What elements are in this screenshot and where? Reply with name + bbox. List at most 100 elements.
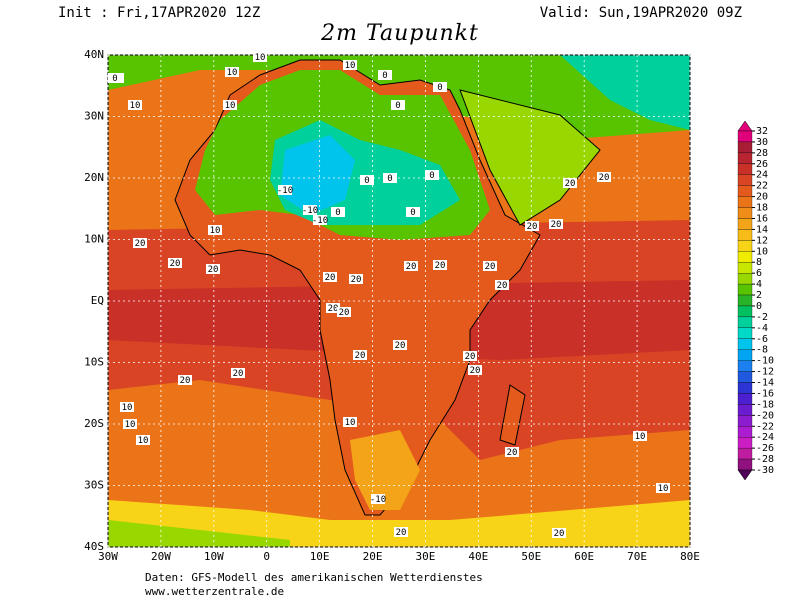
- contour-label: 10: [122, 403, 133, 413]
- contour-label: 20: [180, 376, 191, 386]
- colorbar-label: 2: [756, 290, 762, 301]
- contour-label: 10: [227, 68, 238, 78]
- contour-label-bg: [120, 402, 134, 412]
- footer-url: www.wetterzentrale.de: [145, 585, 284, 598]
- colorbar-segment: [737, 174, 753, 186]
- lon-label: 50E: [521, 550, 541, 563]
- contour-label-bg: [136, 435, 150, 445]
- contour-label-bg: [468, 365, 482, 375]
- colorbar-segment: [737, 426, 753, 438]
- contour-label-bg: [123, 419, 137, 429]
- lon-label: 40E: [468, 550, 488, 563]
- contour-label: 20: [435, 261, 446, 271]
- contour-label: 10: [345, 418, 356, 428]
- contour-label: 0: [364, 176, 369, 186]
- contour-label: 20: [208, 265, 219, 275]
- contour-label-bg: [225, 67, 239, 77]
- contour-label: 10: [130, 101, 141, 111]
- arabia: [459, 89, 601, 226]
- init-time: Init : Fri,17APR2020 12Z: [58, 5, 260, 21]
- contour-label: 0: [410, 208, 415, 218]
- contour-label-bg: [313, 215, 327, 225]
- footer-source: Daten: GFS-Modell des amerikanischen Wet…: [145, 571, 483, 584]
- colorbar-label: 30: [756, 137, 768, 148]
- colorbar-segment: [737, 404, 753, 416]
- lon-label: 10W: [204, 550, 224, 563]
- contour-label: 20: [135, 239, 146, 249]
- colorbar-segment: [737, 393, 753, 405]
- asia-dry: [560, 55, 690, 130]
- contour-label: 20: [507, 448, 518, 458]
- contour-label-bg: [495, 280, 509, 290]
- contour-label-bg: [505, 447, 519, 457]
- contour-label: 10: [210, 226, 221, 236]
- valid-time: Valid: Sun,19APR2020 09Z: [540, 5, 742, 21]
- contour-label-bg: [128, 100, 142, 110]
- contour-label-bg: [483, 261, 497, 271]
- contour-label-bg: [231, 368, 245, 378]
- lon-label: 20W: [151, 550, 171, 563]
- lat-label: 40S: [84, 540, 104, 553]
- colorbar-segment: [737, 415, 753, 427]
- colorbar-label: -2: [756, 312, 768, 323]
- colorbar-segment: [737, 130, 753, 143]
- contour-label: 20: [554, 529, 565, 539]
- colorbar-label: -16: [756, 388, 774, 399]
- lon-label: 60E: [574, 550, 594, 563]
- southern-green: [108, 520, 290, 547]
- contour-label-bg: [108, 73, 122, 83]
- colorbar-bottom-arrow: [737, 469, 753, 481]
- contour-label: 20: [351, 275, 362, 285]
- contour-label-bg: [178, 375, 192, 385]
- colorbar-segment: [737, 163, 753, 175]
- colorbar-label: -12: [756, 367, 774, 378]
- lon-label: 30E: [416, 550, 436, 563]
- lat-label: 10N: [84, 233, 104, 246]
- contour-label: 20: [328, 304, 339, 314]
- colorbar-segment: [737, 458, 753, 471]
- colorbar-label: -4: [756, 323, 768, 334]
- contour-label-bg: [253, 52, 267, 62]
- contour-label: 10: [125, 420, 136, 430]
- colorbar-label: -14: [756, 378, 774, 389]
- colorbar-top-arrow: [737, 120, 753, 132]
- contour-label-bg: [633, 431, 647, 441]
- contour-label: 0: [387, 174, 392, 184]
- colorbar-segment: [737, 338, 753, 350]
- colorbar-label: 0: [756, 301, 762, 312]
- contour-label: 20: [406, 262, 417, 272]
- southern-band: [108, 500, 690, 547]
- contour-label-bg: [206, 264, 220, 274]
- colorbar-segment: [737, 327, 753, 339]
- colorbar-segment: [737, 316, 753, 328]
- lon-label: 80E: [680, 550, 700, 563]
- colorbar-label: 20: [756, 192, 768, 203]
- contour-label-bg: [371, 494, 385, 504]
- lon-label: 10E: [310, 550, 330, 563]
- contour-label-bg: [552, 528, 566, 538]
- colorbar-label: -18: [756, 399, 774, 410]
- contour-label: 0: [112, 74, 117, 84]
- contour-label-bg: [394, 527, 408, 537]
- contour-label-bg: [353, 350, 367, 360]
- contour-label: 20: [395, 341, 406, 351]
- contour-label-bg: [331, 207, 345, 217]
- colorbar-label: 12: [756, 235, 768, 246]
- lat-label: 30S: [84, 479, 104, 492]
- contour-label-bg: [133, 238, 147, 248]
- contour-label-bg: [525, 221, 539, 231]
- contour-label: -10: [370, 495, 386, 505]
- colorbar-label: 32: [756, 126, 768, 137]
- contour-label-bg: [378, 70, 392, 80]
- contour-label: 0: [429, 171, 434, 181]
- contour-label: 20: [497, 281, 508, 291]
- colorbar-label: 10: [756, 246, 768, 257]
- contour-label: -10: [312, 216, 328, 226]
- lat-label: 20S: [84, 417, 104, 430]
- colorbar-segment: [737, 273, 753, 285]
- colorbar-label: -26: [756, 443, 774, 454]
- contour-label: 20: [565, 179, 576, 189]
- lat-label: 20N: [84, 171, 104, 184]
- colorbar-segment: [737, 251, 753, 263]
